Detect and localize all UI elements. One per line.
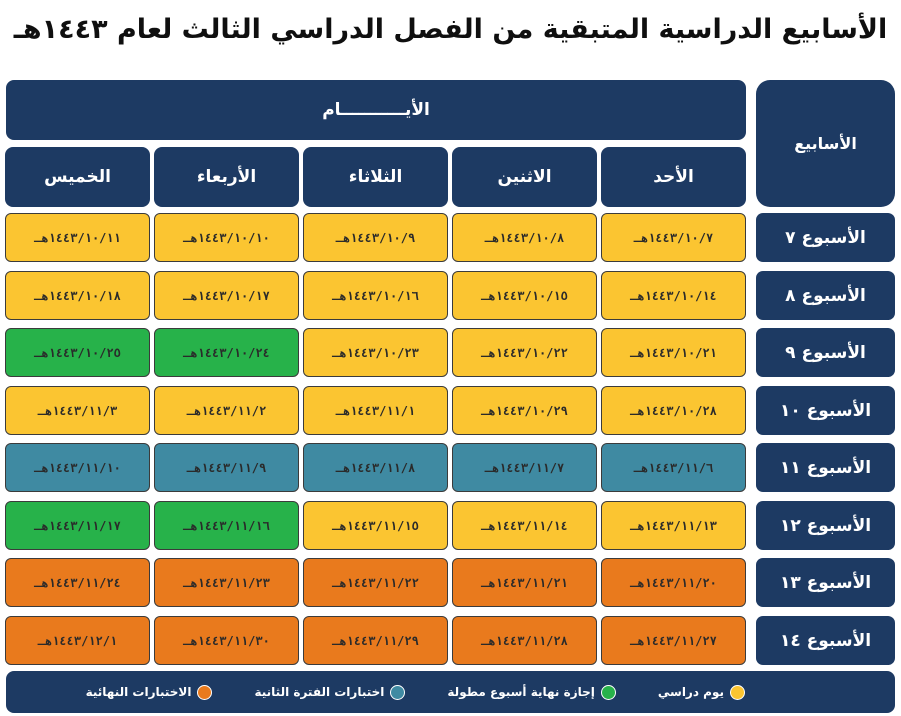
date-cell: ١٤٤٣/١٠/٢٣هـ [303,328,448,377]
legend-item-final-exams: الاختبارات النهائية [85,684,213,700]
date-cell: ١٤٤٣/١١/٧هـ [452,443,597,492]
legend-label: الاختبارات النهائية [85,685,192,699]
date-cell: ١٤٤٣/١١/١هـ [303,386,448,435]
week-label: الأسبوع ١٢ [756,501,895,550]
date-cell: ١٤٤٣/١٠/٢٨هـ [601,386,746,435]
date-cell: ١٤٤٣/١١/٢٠هـ [601,558,746,607]
week-label: الأسبوع ١١ [756,443,895,492]
week-label: الأسبوع ١٤ [756,616,895,665]
date-cell: ١٤٤٣/١١/١٠هـ [5,443,150,492]
date-cell: ١٤٤٣/١١/٢٢هـ [303,558,448,607]
date-cell: ١٤٤٣/١٠/١١هـ [5,213,150,262]
date-cell: ١٤٤٣/١٠/٩هـ [303,213,448,262]
date-cell: ١٤٤٣/١١/٢هـ [154,386,299,435]
legend-item-study: يوم دراسي [657,684,745,700]
legend-item-exams-period2: اختبارات الفترة الثانية [254,684,406,700]
date-cell: ١٤٤٣/١١/٣٠هـ [154,616,299,665]
week-label: الأسبوع ١٣ [756,558,895,607]
legend-label: اختبارات الفترة الثانية [254,685,385,699]
week-label: الأسبوع ٧ [756,213,895,262]
day-header-monday: الاثنين [452,147,597,207]
date-cell: ١٤٤٣/١١/٢٣هـ [154,558,299,607]
holiday-dot-icon [600,684,616,700]
study-dot-icon [730,684,745,700]
date-cell: ١٤٤٣/١٠/٢٢هـ [452,328,597,377]
legend-item-holiday: إجازة نهاية أسبوع مطولة [447,684,616,700]
date-cell: ١٤٤٣/١٠/١٨هـ [5,271,150,320]
date-cell: ١٤٤٣/١١/٦هـ [601,443,746,492]
final-exams-dot-icon [197,684,213,700]
date-cell: ١٤٤٣/١٠/١٥هـ [452,271,597,320]
legend-label: يوم دراسي [657,685,724,699]
date-cell: ١٤٤٣/١٠/٢٤هـ [154,328,299,377]
date-cell: ١٤٤٣/١١/١٧هـ [5,501,150,550]
legend: يوم دراسي إجازة نهاية أسبوع مطولة اختبار… [6,671,895,713]
week-label: الأسبوع ٨ [756,271,895,320]
date-cell: ١٤٤٣/١١/٨هـ [303,443,448,492]
date-cell: ١٤٤٣/١١/١٦هـ [154,501,299,550]
date-cell: ١٤٤٣/١١/٢٩هـ [303,616,448,665]
date-cell: ١٤٤٣/١٠/٢١هـ [601,328,746,377]
date-cell: ١٤٤٣/١٢/١هـ [5,616,150,665]
date-cell: ١٤٤٣/١٠/٨هـ [452,213,597,262]
date-cell: ١٤٤٣/١١/١٣هـ [601,501,746,550]
date-cell: ١٤٤٣/١٠/١٦هـ [303,271,448,320]
date-cell: ١٤٤٣/١٠/٢٩هـ [452,386,597,435]
weeks-header: الأسابيع [756,80,895,207]
date-cell: ١٤٤٣/١٠/١٧هـ [154,271,299,320]
day-header-thursday: الخميس [5,147,150,207]
days-header: الأيـــــــــــام [6,80,746,140]
date-cell: ١٤٤٣/١١/٢٧هـ [601,616,746,665]
date-cell: ١٤٤٣/١٠/١٤هـ [601,271,746,320]
date-cell: ١٤٤٣/١١/١٥هـ [303,501,448,550]
day-header-wednesday: الأربعاء [154,147,299,207]
date-cell: ١٤٤٣/١١/٣هـ [5,386,150,435]
date-cell: ١٤٤٣/١١/٩هـ [154,443,299,492]
date-cell: ١٤٤٣/١٠/٧هـ [601,213,746,262]
page-title: الأسابيع الدراسية المتبقية من الفصل الدر… [13,14,888,45]
day-header-tuesday: الثلاثاء [303,147,448,207]
date-cell: ١٤٤٣/١٠/٢٥هـ [5,328,150,377]
week-label: الأسبوع ١٠ [756,386,895,435]
date-cell: ١٤٤٣/١٠/١٠هـ [154,213,299,262]
date-cell: ١٤٤٣/١١/٢١هـ [452,558,597,607]
date-cell: ١٤٤٣/١١/١٤هـ [452,501,597,550]
exams-dot-icon [390,684,406,700]
day-header-sunday: الأحد [601,147,746,207]
legend-label: إجازة نهاية أسبوع مطولة [447,685,595,699]
date-cell: ١٤٤٣/١١/٢٤هـ [5,558,150,607]
week-label: الأسبوع ٩ [756,328,895,377]
date-cell: ١٤٤٣/١١/٢٨هـ [452,616,597,665]
